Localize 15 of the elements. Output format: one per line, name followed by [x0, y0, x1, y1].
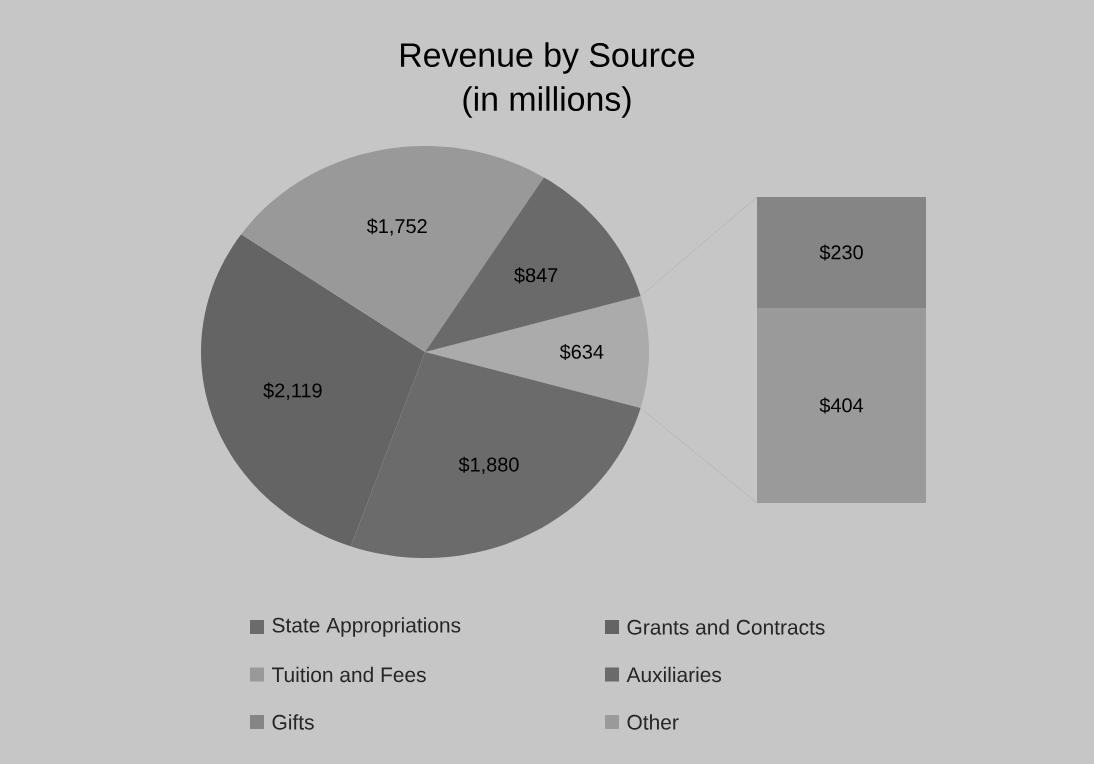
- data-label: $230: [819, 244, 863, 261]
- legend-label: Gifts: [272, 714, 314, 730]
- chart-title: Revenue by Source: [401, 42, 695, 74]
- chart-subtitle: (in millions): [463, 86, 631, 118]
- data-label: $634: [559, 343, 604, 361]
- data-label: $1,752: [366, 218, 427, 236]
- data-label: $404: [819, 397, 864, 414]
- legend-label: Tuition and Fees: [271, 666, 426, 683]
- data-label: $1,880: [458, 456, 519, 474]
- legend-label: Grants and Contracts: [627, 619, 825, 635]
- data-label: $2,119: [263, 382, 322, 400]
- data-label: $847: [514, 267, 558, 284]
- legend-label: State Appropriations: [272, 617, 461, 637]
- legend-label: Auxiliaries: [626, 666, 722, 683]
- legend-label: Other: [627, 714, 679, 730]
